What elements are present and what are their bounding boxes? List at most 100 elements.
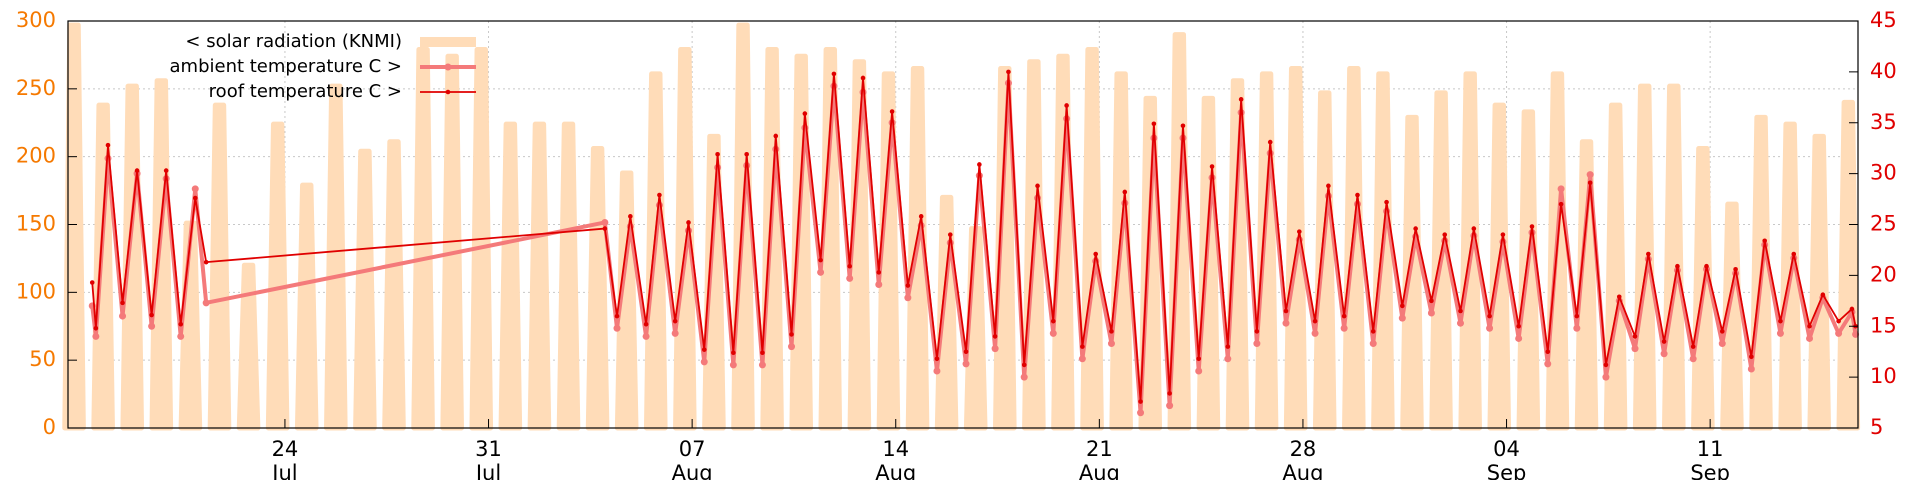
temperature-point [1267, 139, 1273, 145]
temperature-point [904, 294, 912, 302]
temperature-point [876, 270, 882, 275]
temperature-point [963, 349, 969, 354]
temperature-point [191, 185, 199, 193]
temperature-point [1209, 164, 1215, 169]
temperature-point [657, 192, 662, 198]
temperature-point [686, 220, 691, 225]
temperature-point [602, 226, 608, 231]
legend-label: < solar radiation (KNMI) [185, 31, 402, 52]
radiation-peak [934, 194, 959, 431]
temperature-point [1487, 313, 1492, 319]
legend-label: ambient temperature C > [170, 56, 403, 77]
x-tick-label: 11 [1697, 437, 1724, 461]
temperature-point [1603, 362, 1609, 368]
temperature-point [934, 356, 940, 362]
temperature-point [1093, 251, 1099, 257]
temperature-point [847, 263, 852, 269]
temperature-point [203, 259, 209, 265]
temperature-point [700, 358, 708, 366]
temperature-point [1852, 330, 1860, 338]
temperature-point [1529, 224, 1535, 229]
radiation-peak [498, 121, 523, 431]
radiation-peak [265, 121, 290, 431]
temperature-point [758, 361, 766, 369]
temperature-point [1660, 350, 1668, 358]
temperature-point [1791, 251, 1797, 257]
temperature-point [1006, 69, 1011, 75]
x-tick-label: Aug [1282, 461, 1323, 480]
y2-tick-label: 25 [1870, 212, 1897, 236]
temperature-point [818, 257, 823, 263]
temperature-point [905, 283, 911, 288]
temperature-point [715, 151, 720, 157]
temperature-point [1138, 399, 1143, 404]
x-tick-label: Sep [1690, 461, 1730, 480]
temperature-point [962, 360, 970, 368]
temperature-point [149, 312, 154, 318]
radiation-peak [1080, 46, 1104, 431]
temperature-point [1427, 309, 1435, 317]
x-tick-label: 24 [272, 437, 299, 461]
x-tick-label: Jul [474, 461, 501, 480]
temperature-point [1456, 319, 1464, 327]
y-tick-label: 50 [29, 347, 56, 371]
temperature-point [817, 268, 825, 276]
temperature-point [1836, 318, 1841, 324]
temperature-point [1573, 324, 1581, 332]
temperature-point [119, 312, 127, 320]
temperature-point [1122, 189, 1128, 195]
radiation-peak [585, 146, 610, 431]
x-tick-label: Aug [672, 461, 713, 480]
plot-frame [67, 20, 1859, 429]
temperature-point [134, 168, 140, 173]
temperature-point [1471, 226, 1477, 231]
temperature-point [789, 332, 794, 337]
temperature-point [1326, 183, 1331, 189]
y2-tick-label: 5 [1870, 415, 1883, 439]
radiation-peak [556, 121, 581, 431]
temperature-point [1545, 349, 1551, 354]
temperature-point [1690, 344, 1696, 349]
temperature-point [1778, 318, 1783, 324]
y2-tick-label: 15 [1870, 313, 1897, 337]
temperature-point [1631, 345, 1639, 353]
y-tick-label: 150 [16, 212, 56, 236]
temperature-point [1311, 329, 1319, 337]
y-tick-label: 100 [16, 279, 56, 303]
temperature-point [1689, 355, 1697, 363]
temperature-point [1254, 329, 1260, 334]
radiation-peak [789, 53, 814, 431]
temperature-point [1137, 409, 1145, 417]
temperature-point [1180, 123, 1186, 129]
temperature-point [1167, 391, 1172, 396]
temperature-point [1398, 314, 1406, 322]
temperature-point [1500, 232, 1506, 237]
temperature-point [1370, 329, 1376, 334]
temperature-point [163, 168, 169, 173]
temperature-point [1807, 323, 1812, 329]
temperature-point [192, 195, 198, 201]
radiation-peak [236, 262, 261, 431]
temperature-point [148, 322, 156, 330]
radiation-peak [411, 46, 435, 431]
temperature-point [773, 133, 779, 139]
x-tick-label: Sep [1487, 461, 1527, 480]
temperature-point [1050, 318, 1056, 324]
temperature-point [1442, 232, 1448, 237]
axes: 0501001502002503005101520253035404524Jul… [16, 8, 1897, 484]
temperature-point [1515, 334, 1523, 342]
x-tick-label: 28 [1290, 437, 1317, 461]
temperature-point [1282, 319, 1290, 327]
temperature-point [1632, 334, 1638, 339]
radiation-peak [1807, 133, 1832, 431]
temperature-point [889, 109, 895, 114]
temperature-point [1340, 324, 1348, 332]
temperature-point [1238, 97, 1244, 102]
temperature-point [1544, 360, 1552, 368]
temperature-point [991, 345, 999, 353]
temperature-point [1049, 329, 1057, 337]
temperature-point [177, 332, 185, 340]
radiation-peak [527, 121, 552, 431]
temperature-point [672, 318, 678, 324]
radiation-peak [1661, 83, 1686, 431]
